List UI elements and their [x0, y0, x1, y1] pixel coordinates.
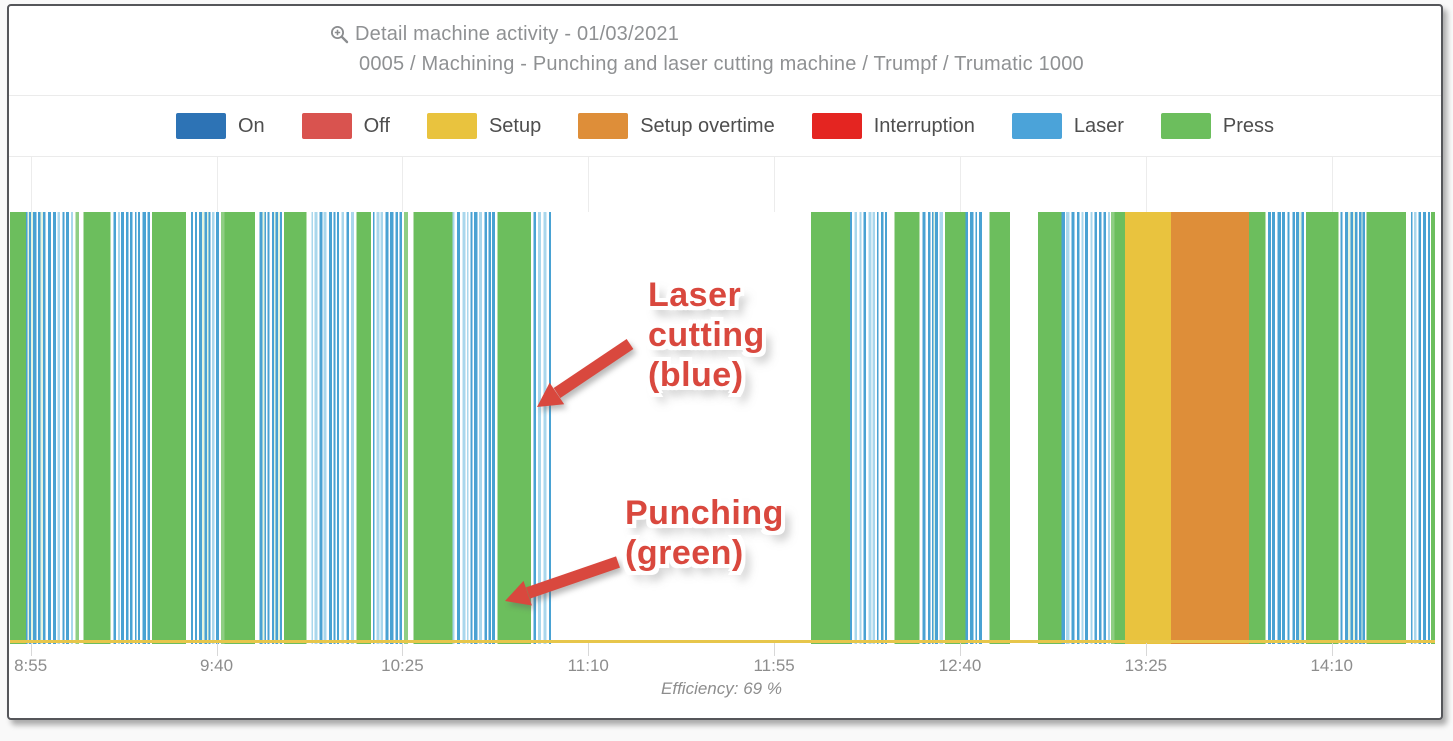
- timeline-segment-production_press_laser[interactable]: [1038, 212, 1126, 644]
- chart-title: Detail machine activity - 01/03/2021: [355, 23, 680, 45]
- x-tick: [774, 643, 776, 656]
- x-tick: [1145, 643, 1147, 656]
- legend-label: Interruption: [873, 114, 975, 137]
- legend: On Off Setup Setup overtime Interruption Lase…: [9, 96, 1441, 157]
- x-tick-label: 11:55: [753, 656, 795, 675]
- x-tick-label: 11:10: [567, 656, 609, 675]
- chart-header: Detail machine activity - 01/03/2021 000…: [9, 6, 1441, 96]
- legend-swatch: [578, 113, 629, 139]
- machine-activity-panel: Detail machine activity - 01/03/2021 000…: [7, 4, 1443, 720]
- efficiency-label: Efficiency: 69 %: [661, 679, 782, 698]
- annotation-laser-cutting: Laser cutting (blue): [648, 275, 765, 395]
- x-tick-label: 8:55: [14, 656, 48, 675]
- legend-item-press[interactable]: Press: [1160, 113, 1275, 139]
- timeline-segment-idle[interactable]: [1009, 212, 1039, 644]
- timeline-segment-production_press_laser[interactable]: [1249, 212, 1435, 644]
- legend-item-on[interactable]: On: [175, 113, 265, 139]
- legend-label: Press: [1222, 114, 1275, 137]
- annotation-line: (green): [625, 534, 744, 572]
- x-tick: [588, 643, 590, 656]
- timeline-chart: Laser cutting (blue) Punching (green): [10, 157, 1435, 644]
- legend-item-interruption[interactable]: Interruption: [811, 113, 975, 139]
- x-tick-label: 13:25: [1124, 656, 1168, 675]
- zoom-in-icon: [330, 25, 349, 44]
- x-tick: [1331, 643, 1333, 656]
- legend-swatch: [1011, 113, 1062, 139]
- legend-label: Laser: [1073, 114, 1124, 137]
- legend-item-setup[interactable]: Setup: [426, 113, 542, 139]
- x-tick: [216, 643, 218, 656]
- annotation-line: (blue): [648, 356, 744, 394]
- legend-swatch: [175, 113, 226, 139]
- timeline-segment-production_press_laser[interactable]: [811, 212, 1010, 644]
- x-tick-label: 10:25: [381, 656, 424, 675]
- timeline-segment-setup_overtime[interactable]: [1170, 212, 1250, 644]
- timeline-segment-setup[interactable]: [1125, 212, 1171, 644]
- x-axis: 8:55 9:40 10:25 11:10 11:55 12:40 13:25 14:10: [10, 643, 1435, 677]
- x-tick-label: 12:40: [938, 656, 982, 675]
- annotation-line: Laser: [648, 276, 742, 314]
- legend-label: Setup: [488, 114, 542, 137]
- x-tick: [960, 643, 961, 656]
- legend-swatch: [426, 113, 477, 139]
- legend-item-laser[interactable]: Laser: [1011, 113, 1124, 139]
- chart-subtitle: 0005 / Machining - Punching and laser cu…: [359, 53, 1084, 75]
- legend-item-setup-overtime[interactable]: Setup overtime: [578, 113, 775, 139]
- x-tick-label: 14:10: [1310, 656, 1354, 675]
- legend-swatch: [811, 113, 862, 139]
- timeline-bars: [10, 212, 1435, 644]
- x-tick: [30, 643, 32, 656]
- legend-item-off[interactable]: Off: [301, 113, 390, 139]
- legend-label: On: [237, 114, 265, 137]
- x-tick-label: 9:40: [199, 656, 234, 675]
- legend-label: Off: [363, 114, 390, 137]
- annotation-punching: Punching (green): [625, 493, 784, 573]
- annotation-line: Punching: [625, 494, 784, 532]
- timeline-segment-production_press_laser[interactable]: [10, 212, 552, 644]
- chart-baseline: [10, 640, 1435, 643]
- annotation-line: cutting: [648, 316, 765, 354]
- legend-swatch: [1160, 113, 1211, 139]
- x-tick: [402, 643, 404, 656]
- legend-swatch: [301, 113, 352, 139]
- legend-label: Setup overtime: [640, 114, 775, 137]
